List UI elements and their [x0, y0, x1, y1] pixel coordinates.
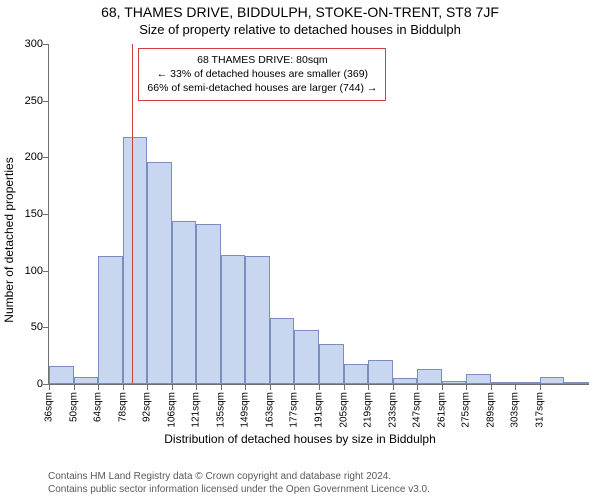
histogram-bar [245, 256, 270, 384]
x-tick-label: 275sqm [461, 392, 472, 428]
x-tick [442, 384, 443, 390]
histogram-bar [393, 378, 418, 384]
histogram-bar [564, 382, 589, 384]
x-tick-label: 191sqm [314, 392, 325, 428]
histogram-bar [196, 224, 221, 384]
x-tick [49, 384, 50, 390]
x-tick [74, 384, 75, 390]
callout-line: ← 33% of detached houses are smaller (36… [147, 67, 377, 81]
histogram-bar [270, 318, 295, 384]
footer-line-1: Contains HM Land Registry data © Crown c… [48, 471, 430, 484]
page-title-subtitle: Size of property relative to detached ho… [0, 22, 600, 37]
y-tick [43, 157, 49, 158]
y-tick-label: 50 [3, 321, 43, 333]
x-tick [368, 384, 369, 390]
x-tick-label: 317sqm [534, 392, 545, 428]
histogram-bar [123, 137, 148, 384]
histogram-bar [540, 377, 565, 384]
histogram-bar [368, 360, 393, 384]
x-tick-label: 121sqm [191, 392, 202, 428]
x-tick [123, 384, 124, 390]
y-tick [43, 271, 49, 272]
histogram-bar [147, 162, 172, 384]
x-tick [466, 384, 467, 390]
x-tick [294, 384, 295, 390]
x-tick [515, 384, 516, 390]
x-tick [540, 384, 541, 390]
x-tick-label: 289sqm [485, 392, 496, 428]
x-tick [393, 384, 394, 390]
x-tick-label: 247sqm [412, 392, 423, 428]
y-tick-label: 250 [3, 95, 43, 107]
x-tick [221, 384, 222, 390]
callout-line: 68 THAMES DRIVE: 80sqm [147, 53, 377, 67]
x-tick-label: 163sqm [264, 392, 275, 428]
x-tick-label: 50sqm [68, 392, 79, 422]
histogram-bar [49, 366, 74, 384]
x-tick [491, 384, 492, 390]
x-tick [172, 384, 173, 390]
callout-line: 66% of semi-detached houses are larger (… [147, 81, 377, 95]
x-tick-label: 261sqm [436, 392, 447, 428]
x-tick-label: 149sqm [240, 392, 251, 428]
histogram-bar [294, 330, 319, 384]
y-tick [43, 101, 49, 102]
histogram-bar [491, 382, 516, 384]
histogram-bar [466, 374, 491, 384]
x-tick-label: 205sqm [338, 392, 349, 428]
footer-attribution: Contains HM Land Registry data © Crown c… [48, 471, 430, 496]
x-axis-label: Distribution of detached houses by size … [0, 432, 600, 446]
histogram-bar [417, 369, 442, 384]
y-tick-label: 0 [3, 378, 43, 390]
x-tick [270, 384, 271, 390]
x-tick-label: 78sqm [117, 392, 128, 422]
y-tick-label: 200 [3, 151, 43, 163]
x-tick [98, 384, 99, 390]
x-tick-label: 219sqm [363, 392, 374, 428]
x-tick [319, 384, 320, 390]
footer-line-2: Contains public sector information licen… [48, 484, 430, 497]
y-tick-label: 300 [3, 38, 43, 50]
page-title-address: 68, THAMES DRIVE, BIDDULPH, STOKE-ON-TRE… [0, 4, 600, 20]
x-tick-label: 303sqm [510, 392, 521, 428]
histogram-bar [98, 256, 123, 384]
x-tick [245, 384, 246, 390]
histogram-bar [344, 364, 369, 384]
x-tick-label: 233sqm [387, 392, 398, 428]
histogram-bar [74, 377, 99, 384]
y-tick [43, 44, 49, 45]
x-tick-label: 135sqm [215, 392, 226, 428]
y-tick [43, 214, 49, 215]
x-tick-label: 92sqm [142, 392, 153, 422]
x-tick-label: 177sqm [289, 392, 300, 428]
subject-marker-line [132, 44, 133, 384]
histogram-plot: 05010015020025030036sqm50sqm64sqm78sqm92… [48, 44, 589, 385]
histogram-bar [319, 344, 344, 384]
histogram-bar [515, 382, 540, 384]
x-tick-label: 106sqm [166, 392, 177, 428]
subject-callout: 68 THAMES DRIVE: 80sqm← 33% of detached … [138, 48, 386, 101]
x-tick [196, 384, 197, 390]
y-tick [43, 327, 49, 328]
y-tick-label: 100 [3, 265, 43, 277]
x-tick-label: 64sqm [93, 392, 104, 422]
histogram-bar [442, 381, 467, 384]
x-tick [417, 384, 418, 390]
x-tick [344, 384, 345, 390]
x-tick [147, 384, 148, 390]
histogram-bar [221, 255, 246, 384]
x-tick-label: 36sqm [44, 392, 55, 422]
histogram-bar [172, 221, 197, 384]
y-tick-label: 150 [3, 208, 43, 220]
